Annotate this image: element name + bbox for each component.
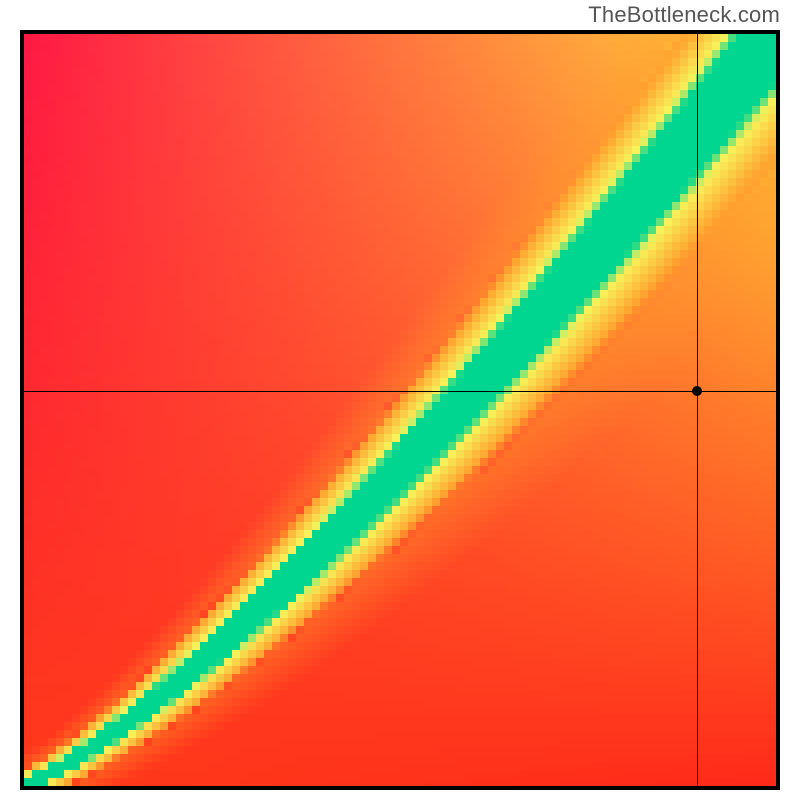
crosshair-marker: [692, 386, 702, 396]
watermark-label: TheBottleneck.com: [588, 2, 780, 28]
heatmap-plot: [20, 30, 780, 790]
crosshair-vertical: [697, 34, 698, 786]
crosshair-horizontal: [24, 391, 776, 392]
chart-container: TheBottleneck.com: [0, 0, 800, 800]
heatmap-canvas: [24, 34, 776, 786]
